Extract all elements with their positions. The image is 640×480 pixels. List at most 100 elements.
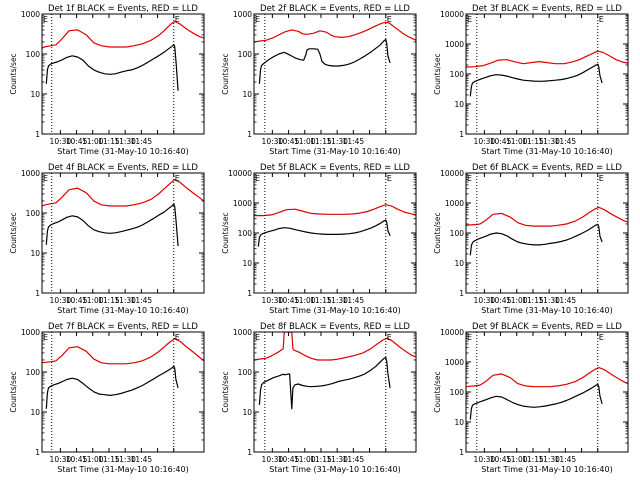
chart-title: Det 9f BLACK = Events, RED = LLD — [472, 322, 622, 332]
x-tick-label: 10:45 — [66, 455, 88, 464]
chart-title: Det 8f BLACK = Events, RED = LLD — [260, 322, 410, 332]
lld-line — [466, 367, 628, 388]
x-tick-label: 11:15 — [98, 455, 120, 464]
start-marker-label: E — [467, 333, 472, 342]
plot-area — [466, 206, 628, 256]
events-line — [45, 43, 179, 91]
y-axis-label: Counts/sec — [221, 371, 230, 412]
x-tick-label: 11:15 — [310, 137, 332, 146]
y-tick-label: 100 — [238, 50, 253, 59]
y-tick-label: 10000 — [440, 169, 464, 178]
y-tick-label: 1000 — [445, 40, 464, 49]
x-tick-label: 10:30 — [262, 455, 284, 464]
lld-line — [466, 50, 628, 68]
plot-area — [254, 21, 416, 84]
x-axis-label: Start Time (31-May-10 10:16:40) — [269, 306, 400, 315]
plot-area — [42, 20, 204, 91]
x-tick-label: 10:45 — [66, 137, 88, 146]
events-line — [258, 38, 391, 84]
x-tick-label: 11:00 — [506, 455, 528, 464]
y-tick-label: 100 — [238, 229, 253, 238]
x-tick-label: 10:45 — [66, 296, 88, 305]
x-tick-label: 11:15 — [98, 296, 120, 305]
x-tick-label: 10:30 — [474, 455, 496, 464]
y-tick-label: 1000 — [233, 328, 252, 337]
x-axis-label: Start Time (31-May-10 10:16:40) — [57, 147, 188, 156]
events-line — [45, 203, 179, 247]
start-marker-label: E — [43, 15, 48, 24]
events-line — [258, 356, 391, 410]
plot-frame — [253, 331, 417, 453]
x-tick-label: 10:30 — [474, 296, 496, 305]
x-tick-label: 11:00 — [506, 296, 528, 305]
x-tick-label: 11:00 — [294, 455, 316, 464]
x-tick-label: 11:15 — [522, 455, 544, 464]
x-tick-label: 11:45 — [343, 296, 365, 305]
end-marker-label: E — [175, 15, 180, 24]
lld-line — [42, 20, 204, 49]
x-axis-label: Start Time (31-May-10 10:16:40) — [481, 147, 612, 156]
chart-title: Det 7f BLACK = Events, RED = LLD — [48, 322, 198, 332]
chart-title: Det 2f BLACK = Events, RED = LLD — [260, 4, 410, 14]
y-tick-label: 10 — [30, 249, 40, 258]
y-tick-label: 100 — [450, 229, 465, 238]
end-marker-label: E — [599, 15, 604, 24]
x-tick-label: 11:00 — [82, 455, 104, 464]
y-tick-label: 1000 — [445, 199, 464, 208]
x-tick-label: 10:30 — [50, 137, 72, 146]
events-line — [469, 383, 603, 420]
y-tick-label: 1 — [459, 448, 464, 457]
y-axis-label: Counts/sec — [9, 53, 18, 94]
x-tick-label: 11:00 — [294, 137, 316, 146]
x-tick-label: 11:30 — [538, 137, 560, 146]
y-tick-label: 1000 — [21, 328, 40, 337]
end-marker-label: E — [175, 333, 180, 342]
x-tick-label: 11:45 — [343, 455, 365, 464]
plot-area — [42, 179, 204, 247]
chart-title: Det 4f BLACK = Events, RED = LLD — [48, 163, 198, 173]
y-tick-label: 10000 — [228, 169, 252, 178]
chart-title: Det 3f BLACK = Events, RED = LLD — [472, 4, 622, 14]
y-tick-label: 10 — [454, 100, 464, 109]
y-axis-label: Counts/sec — [9, 212, 18, 253]
lld-line — [254, 332, 416, 361]
plot-frame — [465, 13, 629, 135]
chart-title: Det 1f BLACK = Events, RED = LLD — [48, 4, 198, 14]
y-axis-label: Counts/sec — [433, 212, 442, 253]
x-tick-label: 11:30 — [114, 296, 136, 305]
start-marker-label: E — [467, 174, 472, 183]
x-tick-label: 11:45 — [555, 455, 577, 464]
x-tick-label: 10:45 — [278, 296, 300, 305]
end-marker-label: E — [599, 174, 604, 183]
x-axis-label: Start Time (31-May-10 10:16:40) — [481, 465, 612, 474]
y-tick-label: 100 — [26, 368, 41, 377]
plot-frame — [465, 172, 629, 294]
plot-area — [42, 338, 204, 409]
x-axis-label: Start Time (31-May-10 10:16:40) — [481, 306, 612, 315]
x-tick-label: 11:30 — [326, 455, 348, 464]
start-marker-label: E — [255, 174, 260, 183]
x-tick-label: 10:45 — [278, 137, 300, 146]
y-tick-label: 10 — [30, 408, 40, 417]
plot-frame — [41, 172, 205, 294]
events-line — [469, 223, 603, 256]
plot-frame — [41, 13, 205, 135]
plot-area — [254, 204, 416, 247]
y-tick-label: 10 — [454, 259, 464, 268]
x-tick-label: 11:30 — [326, 137, 348, 146]
plot-frame — [253, 13, 417, 135]
y-tick-label: 1 — [35, 448, 40, 457]
x-axis-label: Start Time (31-May-10 10:16:40) — [269, 147, 400, 156]
events-line — [45, 365, 179, 409]
y-tick-label: 1000 — [233, 199, 252, 208]
plot-frame — [41, 331, 205, 453]
y-tick-label: 10000 — [440, 10, 464, 19]
y-tick-label: 10 — [242, 408, 252, 417]
lld-line — [466, 206, 628, 227]
